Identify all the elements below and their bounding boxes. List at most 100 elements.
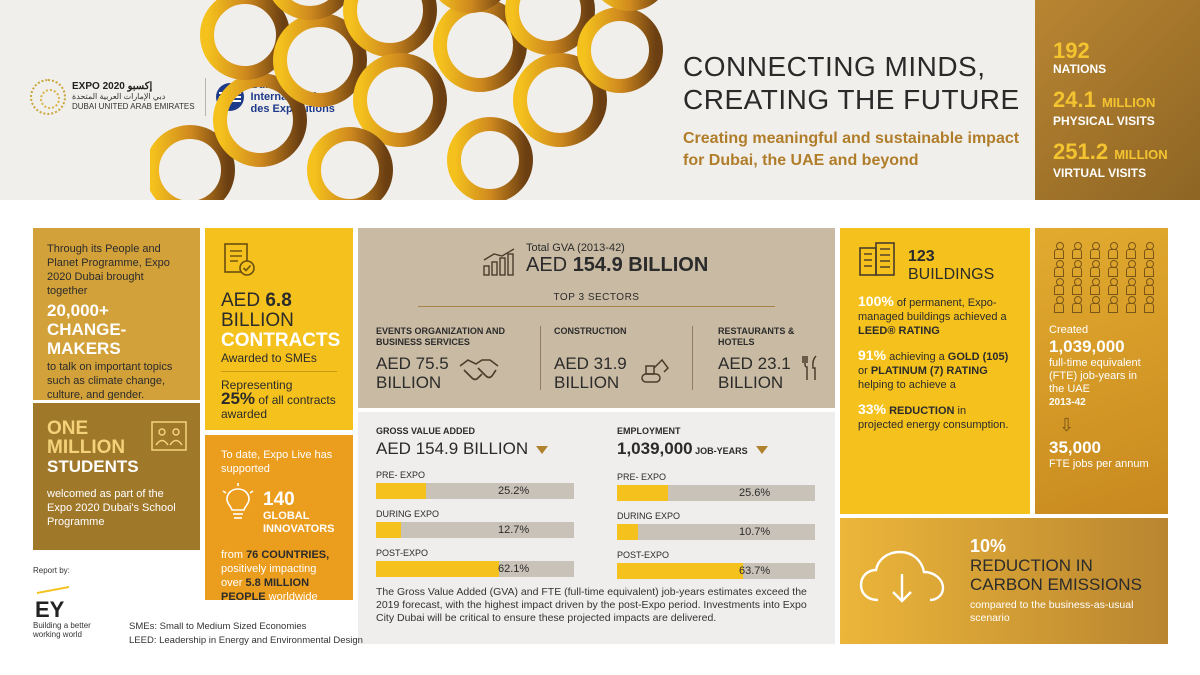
- sector-construction-val: AED 31.9 BILLION: [554, 354, 684, 392]
- ey-logo-icon: EY: [35, 586, 69, 620]
- gva-big-value: 154.9 BILLION: [572, 254, 709, 276]
- expo-live-mid: positively impacting over: [221, 563, 317, 589]
- sector-restaurants-val2: BILLION: [718, 373, 784, 392]
- expo-live-footer: from 76 COUNTRIES, positively impacting …: [221, 548, 337, 600]
- bars-footnote: The Gross Value Added (GVA) and FTE (ful…: [376, 586, 807, 624]
- excavator-icon: [641, 358, 669, 383]
- buildings-p1-bold: LEED® RATING: [858, 325, 940, 337]
- contracts-representing: Representing: [221, 378, 293, 392]
- employment-bar-fill-1: [617, 524, 639, 540]
- buildings-p2-text: achieving a: [886, 351, 948, 363]
- students-tail: welcomed as part of the Expo 2020 Dubai'…: [47, 488, 176, 528]
- employment-bar-pct-1: 10.7%: [739, 526, 771, 538]
- sector-construction: CONSTRUCTION AED 31.9 BILLION: [554, 326, 684, 392]
- sector-events: EVENTS ORGANIZATION AND BUSINESS SERVICE…: [376, 326, 526, 392]
- contracts-divider: [221, 371, 337, 372]
- expo-2020-logo-icon: [30, 79, 66, 115]
- headline-line2: CREATING THE FUTURE: [683, 84, 1020, 115]
- students-tile: ONE MILLION STUDENTS welcomed as part of…: [33, 403, 200, 550]
- employment-bar-2: 63.7%: [617, 563, 815, 579]
- gva-big-prefix: AED: [526, 254, 573, 276]
- sector-events-val1: AED 75.5: [376, 354, 449, 373]
- ey-tagline: Building a better working world: [33, 621, 91, 639]
- contracts-pct-tail: of all contracts awarded: [221, 393, 336, 421]
- fork-knife-icon: [802, 355, 817, 380]
- employment-bars-column: EMPLOYMENT 1,039,000 JOB-YEARS PRE- EXPO…: [617, 426, 817, 579]
- stat-virtual-visits: 251.2 MILLION VIRTUAL VISITS: [1053, 141, 1200, 181]
- handshake-icon: [459, 359, 499, 381]
- gva-bar-label-2: POST-EXPO: [376, 548, 429, 558]
- headline: CONNECTING MINDS, CREATING THE FUTURE: [683, 50, 1033, 116]
- sector-restaurants-name: RESTAURANTS & HOTELS: [718, 326, 795, 347]
- stat-virtual-unit: MILLION: [1114, 147, 1168, 162]
- stat-nations: 192 NATIONS: [1053, 40, 1200, 77]
- stat-physical-visits: 24.1 MILLION PHYSICAL VISITS: [1053, 89, 1200, 129]
- employment-bar-label-2: POST-EXPO: [617, 550, 670, 560]
- sector-events-name: EVENTS ORGANIZATION AND BUSINESS SERVICE…: [376, 326, 506, 347]
- jobs-num: 1,039,000: [1049, 337, 1125, 356]
- expo-live-tile: To date, Expo Live has supported 140 GLO…: [205, 435, 353, 600]
- dropdown-triangle-icon: [536, 445, 549, 454]
- buildings-p3-hl: 33%: [858, 401, 887, 417]
- buildings-p2-platinum: PLATINUM (7) RATING: [870, 365, 988, 377]
- buildings-icon: [859, 242, 895, 276]
- employment-bar-fill-0: [617, 485, 668, 501]
- expo-live-num-label: GLOBAL INNOVATORS: [263, 510, 335, 535]
- contracts-pct: 25%: [221, 389, 256, 408]
- jobs-created: Created: [1049, 324, 1089, 336]
- people-planet-tile: Through its People and Planet Programme,…: [33, 228, 200, 400]
- sector-construction-name: CONSTRUCTION: [554, 326, 627, 336]
- sector-construction-val2: BILLION: [554, 373, 620, 392]
- students-big2: STUDENTS: [47, 457, 139, 476]
- employment-bars-header: EMPLOYMENT: [617, 426, 681, 436]
- expo-live-from: from: [221, 549, 247, 561]
- stat-physical-num: 24.1: [1053, 87, 1096, 112]
- gva-small: Total GVA (2013-42): [526, 242, 625, 254]
- growth-chart-icon: [483, 248, 515, 276]
- gva-bar-label-0: PRE- EXPO: [376, 470, 426, 480]
- employment-bars-value: 1,039,000 JOB-YEARS: [617, 438, 817, 462]
- subheadline: Creating meaningful and sustainable impa…: [683, 130, 1020, 169]
- carbon-red1: REDUCTION IN: [970, 556, 1093, 575]
- people-big1: 20,000+: [47, 301, 109, 320]
- sector-divider-1: [540, 326, 541, 390]
- sector-construction-val1: AED 31.9: [554, 354, 627, 373]
- people-intro: Through its People and Planet Programme,…: [47, 243, 170, 297]
- sector-events-val2: BILLION: [376, 373, 442, 392]
- employment-bars-value-num: 1,039,000: [617, 439, 693, 458]
- gva-bars-header: GROSS VALUE ADDED: [376, 426, 476, 436]
- stat-physical-label: PHYSICAL VISITS: [1053, 114, 1155, 128]
- employment-bar-label-1: DURING EXPO: [617, 511, 681, 521]
- buildings-word: BUILDINGS: [908, 266, 995, 283]
- employment-bar-1: 10.7%: [617, 524, 815, 540]
- expo-live-people: 5.8 MILLION PEOPLE: [221, 577, 310, 600]
- cloud-download-icon: [859, 550, 945, 603]
- jobs-years: 2013-42: [1049, 397, 1086, 408]
- document-check-icon: [224, 243, 255, 276]
- buildings-p3-text: in projected energy consumption.: [858, 405, 1009, 431]
- sector-restaurants-val: AED 23.1 BILLION: [718, 354, 828, 392]
- sector-events-val: AED 75.5 BILLION: [376, 354, 526, 392]
- ey-logo-text: EY: [35, 597, 65, 620]
- jobs-desc2: FTE jobs per annum: [1049, 458, 1149, 470]
- expo-live-countries: 76 COUNTRIES,: [246, 549, 330, 561]
- stat-nations-num: 192: [1053, 38, 1090, 63]
- people-grid-icon: [1053, 242, 1154, 313]
- header-banner: EXPO 2020 إكسبو دبي الإمارات العربية الم…: [0, 0, 1200, 200]
- gva-employment-bars-tile: GROSS VALUE ADDED AED 154.9 BILLION PRE-…: [358, 412, 835, 644]
- lightbulb-icon: [222, 483, 254, 519]
- contracts-aed-unit: BILLION: [221, 310, 294, 331]
- gva-bar-fill-1: [376, 522, 402, 538]
- footer: Report by: EY Building a better working …: [33, 566, 363, 666]
- employment-bars-value-unit: JOB-YEARS: [692, 446, 748, 456]
- expo-logo-text: EXPO 2020 إكسبو دبي الإمارات العربية الم…: [72, 82, 195, 112]
- carbon-pct: 10%: [970, 536, 1007, 556]
- gva-sectors-tile: Total GVA (2013-42) AED 154.9 BILLION TO…: [358, 228, 835, 408]
- gva-bar-fill-2: [376, 561, 499, 577]
- decorative-rings-graphic: [150, 0, 663, 200]
- buildings-p2-end: helping to achieve a: [858, 379, 956, 391]
- contracts-aed-prefix: AED: [221, 290, 266, 311]
- jobs-desc: full-time equivalent (FTE) job-years in …: [1049, 357, 1141, 395]
- jobs-tile: Created 1,039,000 full-time equivalent (…: [1035, 228, 1168, 514]
- gva-bars-column: GROSS VALUE ADDED AED 154.9 BILLION PRE-…: [376, 426, 576, 577]
